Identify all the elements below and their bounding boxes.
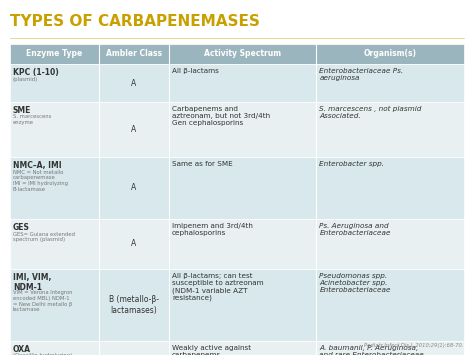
Text: Enterobacter spp.: Enterobacter spp. <box>319 161 384 167</box>
Bar <box>10 102 464 157</box>
Text: All β-lactams: All β-lactams <box>172 68 219 74</box>
Text: GES: GES <box>13 223 30 232</box>
Text: (plasmid): (plasmid) <box>13 76 38 82</box>
Text: B (metallo-β-
lactamases): B (metallo-β- lactamases) <box>109 295 159 315</box>
Text: S. marcescens
enzyme: S. marcescens enzyme <box>13 115 51 125</box>
Text: Weakly active against
carbapenems: Weakly active against carbapenems <box>172 345 251 355</box>
Text: Carbapenems and
aztreonam, but not 3rd/4th
Gen cephalosporins: Carbapenems and aztreonam, but not 3rd/4… <box>172 106 270 126</box>
Text: Enzyme Type: Enzyme Type <box>26 49 82 59</box>
Text: Organism(s): Organism(s) <box>364 49 417 59</box>
Text: VIM = Verona Integron
encoded MBL) NDM-1
= New Delhi metallo β
lactamase: VIM = Verona Integron encoded MBL) NDM-1… <box>13 290 73 312</box>
Bar <box>10 157 464 219</box>
Bar <box>10 341 464 355</box>
Text: S. marcescens , not plasmid
Associated.: S. marcescens , not plasmid Associated. <box>319 106 422 119</box>
Text: Imipenem and 3rd/4th
cephalosporins: Imipenem and 3rd/4th cephalosporins <box>172 223 253 236</box>
Text: OXA: OXA <box>13 345 31 354</box>
Text: A: A <box>131 240 137 248</box>
Text: Activity Spectrum: Activity Spectrum <box>204 49 281 59</box>
Text: TYPES OF CARBAPENEMASES: TYPES OF CARBAPENEMASES <box>10 15 260 29</box>
Bar <box>10 44 464 64</box>
Text: Same as for SME: Same as for SME <box>172 161 233 167</box>
Bar <box>10 219 464 269</box>
Text: NMC = Not metallo
carbapenemase
IMI = IMI hydrolyzing
B-lactamase: NMC = Not metallo carbapenemase IMI = IM… <box>13 169 68 192</box>
Text: Ps. Aeruginosa and
Enterobacteriaceae: Ps. Aeruginosa and Enterobacteriaceae <box>319 223 391 236</box>
Text: Pseudomonas spp.
Acinetobacter spp.
Enterobacteriaceae: Pseudomonas spp. Acinetobacter spp. Ente… <box>319 273 391 293</box>
Text: A. baumanii, P. Aeruginosa,
and rare Enterobacteriaceae: A. baumanii, P. Aeruginosa, and rare Ent… <box>319 345 424 355</box>
Text: A: A <box>131 184 137 192</box>
Text: Enterobacteriaceae Ps.
aeruginosa: Enterobacteriaceae Ps. aeruginosa <box>319 68 403 81</box>
Text: KPC (1-10): KPC (1-10) <box>13 68 59 77</box>
Text: Ambler Class: Ambler Class <box>106 49 162 59</box>
Text: Pediatr Infect Dis J. 2010;29(1):68-70.: Pediatr Infect Dis J. 2010;29(1):68-70. <box>365 343 464 348</box>
Text: A: A <box>131 78 137 87</box>
Text: (Oxacillin hydrolyzing): (Oxacillin hydrolyzing) <box>13 354 72 355</box>
Text: SME: SME <box>13 106 31 115</box>
Bar <box>10 269 464 341</box>
Text: NMC–A, IMI: NMC–A, IMI <box>13 161 62 170</box>
Text: All β-lactams; can test
susceptible to aztreonam
(NDM-1 variable AZT
resistance): All β-lactams; can test susceptible to a… <box>172 273 264 301</box>
Text: IMI, VIM,
NDM-1: IMI, VIM, NDM-1 <box>13 273 51 293</box>
Text: A: A <box>131 125 137 134</box>
Text: GES= Guiana extended
spectrum (plasmid): GES= Guiana extended spectrum (plasmid) <box>13 231 75 242</box>
Bar <box>10 64 464 102</box>
